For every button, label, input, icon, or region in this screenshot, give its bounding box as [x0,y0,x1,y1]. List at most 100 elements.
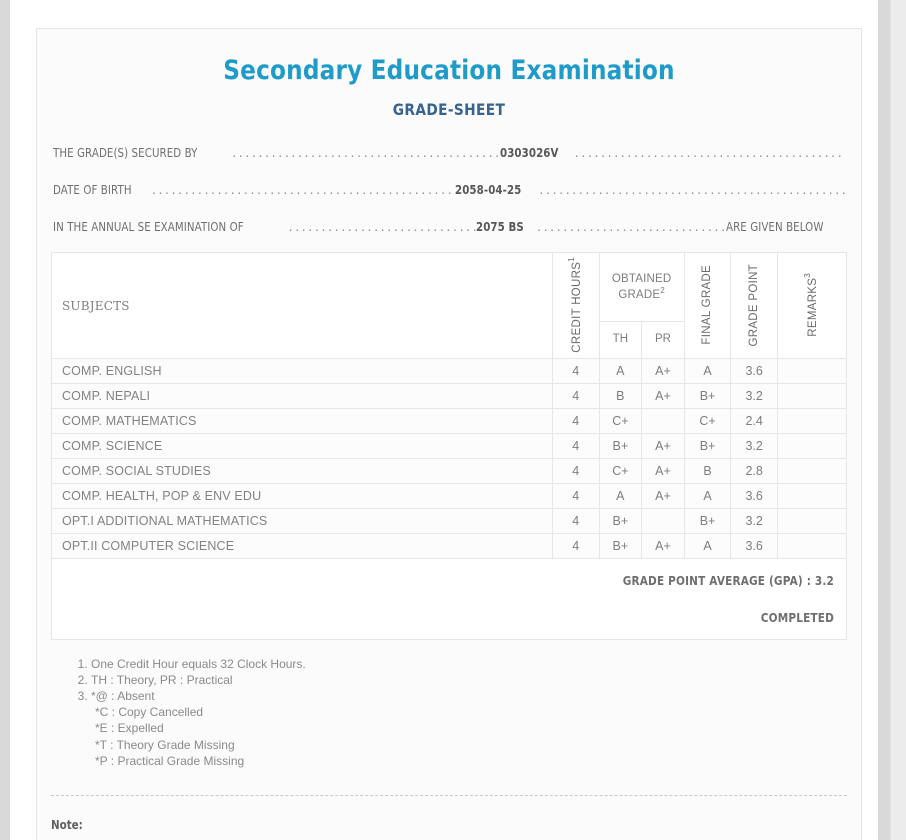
dot-leader [149,182,458,197]
cell-practical-grade: A+ [641,457,685,484]
cell-grade-point: 3.6 [730,482,778,509]
cell-subject: COMP. NEPALI [51,382,553,409]
cell-subject: COMP. SOCIAL STUDIES [51,457,553,484]
table-row: COMP. ENGLISH 4 A A+ A 3.6 [51,357,847,384]
cell-practical-grade: A+ [641,532,685,559]
table-row: OPT.I ADDITIONAL MATHEMATICS 4 B+ B+ 3.2 [51,507,847,534]
dot-leader [229,145,502,160]
cell-theory-grade: C+ [598,407,643,434]
cell-subject: COMP. HEALTH, POP & ENV EDU [51,482,553,509]
document-page: Secondary Education Examination GRADE-SH… [10,0,878,840]
page-title: Secondary Education Examination [223,55,675,86]
dot-leader [536,182,845,197]
grade-table-body: COMP. ENGLISH 4 A A+ A 3.6 COMP. NEPALI 4 B A+ B+ 3… [51,357,847,559]
cell-subject: OPT.II COMPUTER SCIENCE [51,532,553,559]
header-grade-point-label: GRADE POINT [747,263,760,347]
cell-theory-grade: A [598,482,643,509]
dot-leader [572,145,845,160]
note-body: This Sheet is for general idea of grade(… [51,837,845,840]
dot-leader [534,219,726,234]
status-badge: COMPLETED [760,609,834,625]
cell-subject: OPT.I ADDITIONAL MATHEMATICS [51,507,553,534]
header-practical: PR [641,320,685,359]
cell-remarks [777,357,847,384]
cell-final-grade: A [683,532,732,559]
candidate-info-block: THE GRADE(S) SECURED BY 0303026V DATE OF… [51,145,847,234]
remarks-superscript: 3 [803,272,813,278]
cell-credit-hours: 4 [551,532,600,559]
cell-practical-grade: A+ [641,357,685,384]
cell-final-grade: B+ [683,382,732,409]
header-theory: TH [598,320,643,359]
cell-remarks [777,407,847,434]
gpa-value: GRADE POINT AVERAGE (GPA) : 3.2 [622,572,834,588]
cell-grade-point: 3.2 [730,507,778,534]
cell-remarks [777,482,847,509]
gradesheet-card: Secondary Education Examination GRADE-SH… [36,28,862,840]
dob-value: 2058-04-25 [455,182,522,197]
cell-final-grade: C+ [683,407,732,434]
cell-grade-point: 2.8 [730,457,778,484]
cell-theory-grade: B [598,382,643,409]
footnote-sublist: *C : Copy Cancelled *E : Expelled *T : The… [91,704,847,769]
cell-final-grade: B+ [683,507,732,534]
cell-grade-point: 3.2 [730,432,778,459]
cell-practical-grade: A+ [641,482,685,509]
table-header-row: SUBJECTS CREDIT HOURS1 OBTAINED GRADE2 F… [51,252,847,359]
cell-remarks [777,507,847,534]
cell-practical-grade: A+ [641,382,685,409]
cell-grade-point: 3.6 [730,357,778,384]
cell-credit-hours: 4 [551,482,600,509]
footnote-absent: *@ : Absent [91,689,155,704]
cell-practical-grade [641,407,685,434]
credit-hours-superscript: 1 [567,257,577,262]
section-divider [51,795,847,796]
header-final-grade: FINAL GRADE [683,252,732,359]
note-block: Note: This Sheet is for general idea of … [51,816,847,840]
cell-grade-point: 3.6 [730,532,778,559]
obtained-grade-text: OBTAINED GRADE [611,273,672,302]
table-row: COMP. SCIENCE 4 B+ A+ B+ 3.2 [51,432,847,459]
header-credit-hours: CREDIT HOURS1 [551,252,600,359]
cell-credit-hours: 4 [551,507,600,534]
cell-theory-grade: A [598,357,643,384]
cell-practical-grade [641,507,685,534]
dot-leader [286,219,478,234]
header-credit-hours-label: CREDIT HOURS1 [567,257,584,353]
obtained-grade-superscript: 2 [660,286,665,296]
cell-credit-hours: 4 [551,382,600,409]
header-obtained-grade: OBTAINED GRADE2 [598,252,685,322]
footnote-item: *@ : Absent *C : Copy Cancelled*E : Expe… [91,688,847,769]
exam-label: IN THE ANNUAL SE EXAMINATION OF [53,219,244,234]
footnotes-list: One Credit Hour equals 32 Clock Hours. T… [67,656,847,769]
cell-credit-hours: 4 [551,457,600,484]
header-remarks: REMARKS3 [777,252,847,359]
dob-label: DATE OF BIRTH [53,182,132,197]
header-grade-point: GRADE POINT [730,252,778,359]
cell-final-grade: A [683,357,732,384]
cell-theory-grade: B+ [598,432,643,459]
cell-subject: COMP. SCIENCE [51,432,553,459]
summary-block: GRADE POINT AVERAGE (GPA) : 3.2 COMPLETE… [51,558,847,640]
table-row: COMP. SOCIAL STUDIES 4 C+ A+ B 2.8 [51,457,847,484]
footnote-subitem: *C : Copy Cancelled [95,705,204,720]
cell-credit-hours: 4 [551,357,600,384]
footnotes-block: One Credit Hour equals 32 Clock Hours. T… [51,656,847,769]
cell-subject: COMP. ENGLISH [51,357,553,384]
grade-table-header: SUBJECTS CREDIT HOURS1 OBTAINED GRADE2 F… [51,252,847,359]
cell-final-grade: B [683,457,732,484]
cell-subject: COMP. MATHEMATICS [51,407,553,434]
cell-remarks [777,382,847,409]
table-row: COMP. MATHEMATICS 4 C+ C+ 2.4 [51,407,847,434]
footnote-subitem: *P : Practical Grade Missing [95,753,245,768]
info-line-exam: IN THE ANNUAL SE EXAMINATION OF 2075 BS … [53,219,845,234]
symbol-value: 0303026V [500,145,559,160]
exam-value: 2075 BS [475,219,524,234]
note-title: Note: [51,818,83,832]
credit-hours-text: CREDIT HOURS [571,261,584,353]
header-remarks-label: REMARKS3 [803,273,820,337]
table-row: COMP. HEALTH, POP & ENV EDU 4 A A+ A 3.6 [51,482,847,509]
vertical-scrollbar[interactable] [890,0,906,840]
cell-final-grade: A [683,482,732,509]
exam-tail: ARE GIVEN BELOW [726,219,824,234]
